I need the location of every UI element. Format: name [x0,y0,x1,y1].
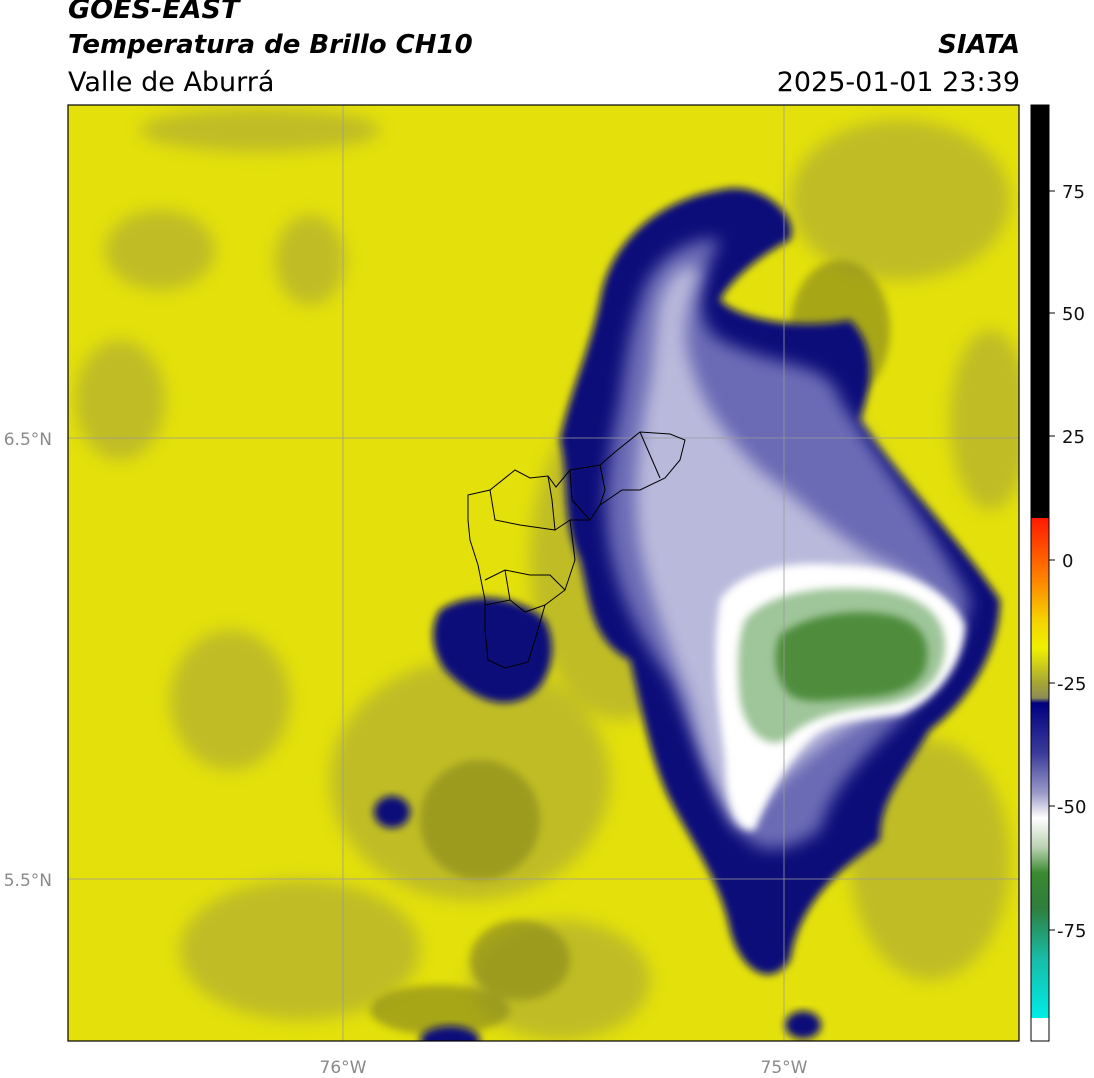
colorbar-tick-label: -50 [1057,797,1086,818]
organization-label: SIATA [938,30,1020,60]
colorbar-tick-label: 50 [1062,304,1085,325]
colorbar-frame [1030,104,1050,1042]
region-title: Valle de Aburrá [68,67,275,98]
colorbar-gradient [1031,518,1049,1018]
valle-de-aburra-boundaries [467,431,686,669]
colorbar: 75 50 25 0 -25 -50 -75 [1030,104,1086,1042]
south-cell-navy [785,1011,821,1039]
west-cell-navy [433,597,552,703]
datetime-label: 2025-01-01 23:39 [776,67,1020,98]
storm-green-core [775,612,928,702]
colorbar-warm-segment [1031,105,1049,518]
lat-tick-label: 6.5°N [4,430,52,450]
graticule [68,105,1019,1041]
colorbar-ticks [1049,190,1055,931]
lon-tick-label: 75°W [761,1058,808,1078]
colorbar-tick-label: 25 [1062,427,1085,448]
colorbar-tick-label: 0 [1062,551,1073,572]
colorbar-tick-label: 75 [1062,182,1085,203]
colorbar-end-cap [1031,1018,1049,1041]
map-frame [67,104,1020,1042]
bottom-cell-navy [420,1026,480,1041]
colorbar-tick-label: -75 [1057,921,1086,942]
colorbar-tick-label: -25 [1057,674,1086,695]
lon-tick-label: 76°W [320,1058,367,1078]
lat-tick-label: 5.5°N [4,871,52,891]
map-canvas [68,105,1019,1041]
product-title: Temperatura de Brillo CH10 [68,30,473,60]
satellite-title: GOES-EAST [68,0,240,25]
olive-patches [75,108,1019,1040]
small-cell-navy [374,796,410,828]
